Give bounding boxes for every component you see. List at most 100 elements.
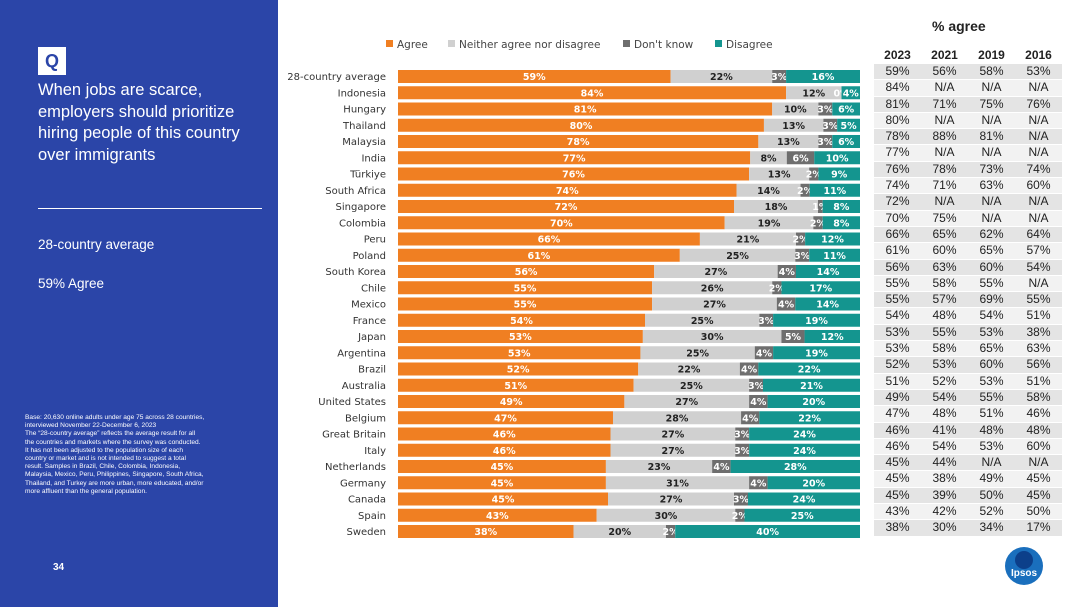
table-cell: 75% — [968, 95, 1015, 113]
data-label: 20% — [802, 478, 825, 489]
table-cell: 55% — [968, 274, 1015, 292]
data-label: 12% — [802, 88, 825, 99]
data-label: 4% — [750, 478, 767, 489]
data-label: 20% — [608, 527, 631, 538]
table-cell: 48% — [968, 421, 1015, 439]
table-cell: 71% — [921, 95, 968, 113]
bar-segment-disagree — [809, 248, 860, 262]
table-cell: 54% — [874, 307, 921, 325]
table-cell: 57% — [921, 291, 968, 308]
table-row: 45% 39% 50% 45% — [874, 486, 1062, 504]
data-label: 4% — [742, 413, 759, 424]
data-label: 51% — [504, 381, 527, 392]
bar-segment-neither-agree-nor-disagree — [652, 281, 773, 295]
table-cell: 51% — [1015, 307, 1062, 325]
data-label: 27% — [703, 300, 726, 311]
bar-segment-disagree — [748, 492, 860, 506]
bar-segment-don-t-know — [786, 151, 815, 165]
table-cell: 58% — [921, 274, 968, 292]
category-label: 28-country average — [287, 72, 386, 83]
table-cell: 52% — [921, 372, 968, 390]
bar-segment-agree — [398, 476, 606, 490]
bar-segment-neither-agree-nor-disagree — [610, 443, 736, 457]
table-row: 61% 60% 65% 57% — [874, 242, 1062, 260]
bar-segment-don-t-know — [735, 508, 745, 522]
data-label: 19% — [805, 348, 828, 359]
bar-segment-don-t-know — [749, 395, 768, 408]
data-label: 3% — [748, 381, 765, 392]
bar-segment-disagree — [822, 216, 860, 230]
table-cell: N/A — [1015, 128, 1062, 145]
data-label: 2% — [797, 186, 814, 197]
table-cell: 60% — [921, 242, 968, 260]
data-label: 2% — [792, 235, 809, 246]
bar-segment-agree — [398, 118, 764, 132]
data-label: 53% — [508, 348, 531, 359]
table-cell: 71% — [921, 177, 968, 194]
data-label: 72% — [555, 202, 578, 213]
bar-segment-neither-agree-nor-disagree — [642, 330, 782, 343]
bar-segment-neither-agree-nor-disagree — [786, 86, 842, 100]
bar-segment-don-t-know — [795, 248, 810, 262]
bar-segment-neither-agree-nor-disagree — [763, 118, 824, 132]
trend-column-header: 2023 — [884, 47, 911, 62]
category-label: Poland — [353, 251, 386, 262]
trend-column-header: 2016 — [1025, 47, 1052, 62]
bar-segment-agree — [398, 443, 611, 457]
bar-segment-neither-agree-nor-disagree — [699, 232, 796, 246]
data-label: 19% — [805, 316, 828, 327]
data-label: 53% — [509, 332, 532, 343]
table-cell: 45% — [1015, 486, 1062, 504]
table-cell: 56% — [874, 258, 921, 276]
bar-segment-disagree — [730, 460, 860, 473]
table-cell: 76% — [874, 160, 921, 178]
data-label: 5% — [785, 332, 802, 343]
data-label: 14% — [757, 186, 780, 197]
table-cell: 48% — [921, 307, 968, 325]
table-row: 66% 65% 62% 64% — [874, 225, 1062, 243]
table-cell: 53% — [968, 323, 1015, 341]
table-cell: 50% — [968, 486, 1015, 504]
bar-segment-don-t-know — [665, 525, 676, 538]
category-label: Colombia — [339, 218, 386, 229]
table-cell: 60% — [968, 356, 1015, 374]
bar-segment-don-t-know — [735, 427, 750, 441]
table-row: 53% 58% 65% 63% — [874, 340, 1062, 357]
table-cell: 51% — [874, 372, 921, 390]
data-label: 59% — [523, 72, 546, 83]
bar-segment-agree — [398, 362, 639, 376]
bar-segment-agree — [398, 508, 597, 522]
table-cell: 54% — [1015, 258, 1062, 276]
category-label: France — [353, 316, 386, 327]
bar-segment-neither-agree-nor-disagree — [605, 460, 713, 473]
data-label: 4% — [750, 397, 767, 408]
table-cell: 58% — [968, 62, 1015, 80]
category-label: Malaysia — [342, 137, 386, 148]
data-label: 25% — [680, 381, 703, 392]
table-row: 46% 41% 48% 48% — [874, 421, 1062, 439]
question-badge: Q — [38, 47, 66, 75]
data-label: 8% — [833, 202, 850, 213]
table-cell: 53% — [874, 340, 921, 357]
table-cell: 60% — [968, 258, 1015, 276]
legend-label-agree: Agree — [397, 39, 428, 51]
bar-segment-don-t-know — [818, 135, 833, 148]
bar-segment-disagree — [675, 525, 860, 538]
bar-segment-don-t-know — [813, 216, 823, 230]
table-cell: 45% — [1015, 470, 1062, 488]
bar-segment-don-t-know — [712, 460, 731, 473]
table-cell: N/A — [921, 79, 968, 97]
table-cell: 70% — [874, 209, 921, 227]
table-cell: 43% — [874, 503, 921, 520]
table-cell: 38% — [921, 470, 968, 488]
category-label: Great Britain — [322, 430, 386, 441]
bar-segment-disagree — [773, 346, 860, 360]
table-cell: 72% — [874, 193, 921, 211]
category-label: United States — [318, 397, 386, 408]
table-cell: N/A — [968, 193, 1015, 211]
bar-segment-neither-agree-nor-disagree — [734, 200, 818, 213]
category-label: Mexico — [351, 300, 386, 311]
bar-segment-neither-agree-nor-disagree — [612, 411, 742, 425]
bar-segment-agree — [398, 378, 634, 392]
trend-table-body: 59% 56% 58% 53% 84% N/A N/A N/A 81% 71% 75% 76% 80% N… — [874, 62, 1062, 536]
